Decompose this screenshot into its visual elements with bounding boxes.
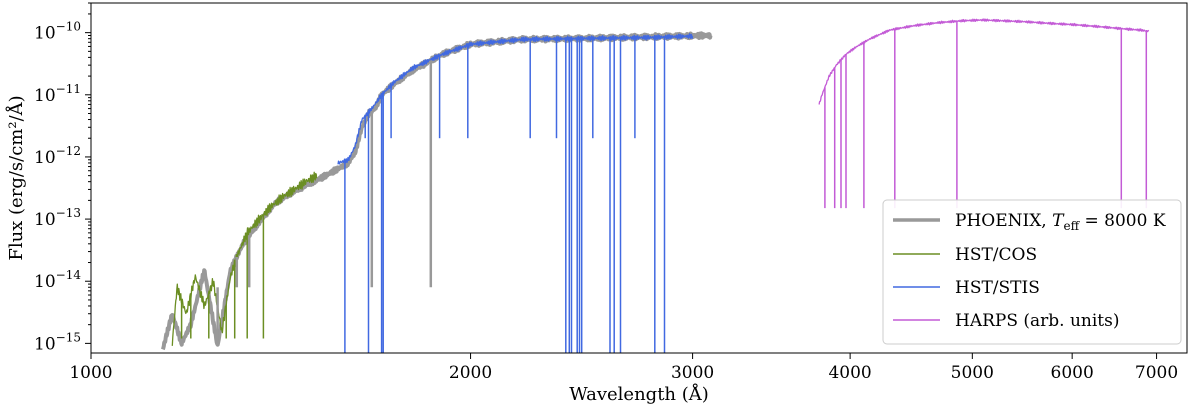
- y-axis-ticks: 10−15 10−14 10−13 10−12 10−11 10−10: [34, 2, 91, 354]
- legend-label-cos: HST/COS: [955, 245, 1037, 265]
- y-tick-label: 10−10: [34, 20, 81, 44]
- x-tick-label: 1000: [69, 363, 112, 383]
- y-axis-title: Flux (erg/s/cm²/Å): [5, 95, 27, 260]
- legend-label-stis: HST/STIS: [955, 278, 1040, 298]
- legend: PHOENIX, Teff = 8000 K HST/COS HST/STIS …: [882, 199, 1182, 345]
- x-tick-label: 7000: [1135, 363, 1178, 383]
- y-tick-label: 10−13: [34, 206, 81, 230]
- plot-frame: [90, 2, 1188, 354]
- x-tick-label: 4000: [828, 363, 871, 383]
- y-tick-label: 10−12: [34, 144, 81, 168]
- plot-lines: [160, 18, 1150, 353]
- x-tick-label: 5000: [951, 363, 994, 383]
- series-line-harps-arb-units: [818, 18, 1150, 105]
- y-tick-label: 10−11: [34, 82, 81, 106]
- x-tick-label: 3000: [671, 363, 714, 383]
- y-tick-label: 10−15: [34, 330, 81, 354]
- x-axis-title: Wavelength (Å): [569, 383, 709, 405]
- y-tick-label: 10−14: [34, 268, 81, 292]
- series-line-phoenix-t-eff-8000-k: [160, 31, 713, 351]
- x-tick-label: 2000: [449, 363, 492, 383]
- legend-label-phoenix: PHOENIX, Teff = 8000 K: [955, 211, 1166, 233]
- legend-box: [882, 199, 1182, 345]
- series-line-hst-cos: [171, 171, 318, 346]
- x-tick-label: 6000: [1051, 363, 1094, 383]
- series-line-hst-stis: [337, 33, 694, 165]
- x-axis-ticks: 1000 2000 3000 4000 5000 6000 7000: [69, 353, 1178, 383]
- legend-label-harps: HARPS (arb. units): [955, 311, 1120, 331]
